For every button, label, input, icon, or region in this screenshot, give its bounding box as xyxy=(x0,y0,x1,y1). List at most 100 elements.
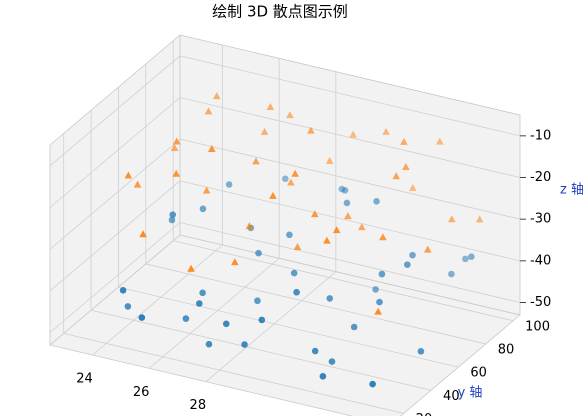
circle-point xyxy=(293,288,300,296)
triangle-point xyxy=(332,226,341,234)
triangle-point xyxy=(291,169,299,177)
x-grid-line xyxy=(92,244,223,356)
circle-point xyxy=(350,323,358,331)
triangle-point xyxy=(349,130,357,138)
y-tick-label: 80 xyxy=(498,342,515,357)
triangle-point xyxy=(269,191,277,199)
y-axis-label: y 轴 xyxy=(458,386,483,401)
x-tick-label: 28 xyxy=(190,398,207,413)
circle-point xyxy=(373,198,380,205)
triangle-point xyxy=(202,186,211,194)
chart-title: 绘制 3D 散点图示例 xyxy=(212,3,348,21)
circle-point xyxy=(199,205,207,213)
circle-point xyxy=(319,372,327,380)
triangle-point xyxy=(170,144,179,152)
circle-point xyxy=(343,199,351,207)
z-grid-line xyxy=(179,138,521,220)
z-grid-line xyxy=(179,97,521,178)
circle-point xyxy=(119,286,127,294)
z-grid-line xyxy=(179,55,521,137)
circle-point xyxy=(124,303,132,310)
circle-point xyxy=(138,314,146,321)
x-tick-label: 24 xyxy=(76,372,93,387)
triangle-point xyxy=(323,236,331,244)
z-grid-line xyxy=(49,55,181,167)
circle-point xyxy=(369,380,376,388)
pane-floor xyxy=(49,234,521,416)
circle-point xyxy=(462,255,469,263)
circle-point xyxy=(328,358,336,365)
y-tick-label: 60 xyxy=(470,366,487,381)
triangle-point xyxy=(423,245,432,253)
circle-point xyxy=(241,341,248,348)
triangle-point xyxy=(260,127,269,135)
z-grid-line xyxy=(179,180,521,262)
y-grid-line xyxy=(173,240,514,322)
triangle-point xyxy=(133,180,142,188)
triangle-point xyxy=(475,215,484,223)
triangle-point xyxy=(204,107,213,115)
y-grid-line xyxy=(145,263,486,345)
triangle-point xyxy=(325,156,334,164)
triangle-point xyxy=(287,178,295,186)
y-grid-line xyxy=(118,286,459,368)
circle-point xyxy=(282,175,289,183)
z-axis-label: z 轴 xyxy=(560,183,583,198)
z-tick-label: -40 xyxy=(530,253,551,268)
z-tick-label: -20 xyxy=(530,170,551,185)
triangle-point xyxy=(208,145,216,153)
circle-point xyxy=(311,347,319,355)
triangle-point xyxy=(310,210,319,218)
circle-point xyxy=(290,269,298,277)
z-grid-line xyxy=(49,180,181,292)
triangle-point xyxy=(357,223,366,231)
circle-point xyxy=(255,249,262,257)
circle-point xyxy=(182,315,190,322)
circle-point xyxy=(468,253,475,260)
z-tick-label: -50 xyxy=(530,295,551,310)
triangle-point xyxy=(374,307,382,315)
circle-point xyxy=(168,216,176,224)
z-grid-line xyxy=(49,97,181,208)
triangle-point xyxy=(245,222,254,230)
triangle-point xyxy=(231,258,239,266)
triangle-point xyxy=(392,172,400,180)
circle-point xyxy=(417,348,425,355)
circle-point xyxy=(205,340,213,348)
circle-point xyxy=(286,231,293,239)
triangle-point xyxy=(286,111,294,119)
triangle-point xyxy=(400,137,408,145)
circle-point xyxy=(378,270,386,278)
circle-point xyxy=(372,286,379,293)
x-grid-line xyxy=(205,271,337,382)
triangle-point xyxy=(435,137,444,145)
circle-point xyxy=(404,261,411,268)
x-grid-line xyxy=(148,258,280,369)
triangle-point xyxy=(212,92,221,100)
triangle-point xyxy=(402,162,410,170)
triangle-point xyxy=(344,212,352,220)
triangle-point xyxy=(139,230,147,238)
triangle-point xyxy=(172,137,181,145)
circle-point xyxy=(225,181,233,188)
y-tick-label: 20 xyxy=(416,412,433,416)
circle-point xyxy=(338,185,346,193)
circle-point xyxy=(199,289,206,297)
z-tick-label: -30 xyxy=(530,212,551,227)
x-tick-label: 26 xyxy=(133,385,150,400)
circle-point xyxy=(169,211,177,218)
triangle-point xyxy=(382,127,390,135)
y-grid-line xyxy=(90,309,432,391)
circle-point xyxy=(254,297,261,305)
z-grid-line xyxy=(49,138,181,250)
triangle-point xyxy=(409,183,417,191)
triangle-point xyxy=(307,126,315,134)
circle-point xyxy=(376,298,383,306)
triangle-point xyxy=(187,264,195,272)
circle-point xyxy=(326,295,334,302)
triangle-point xyxy=(252,157,260,165)
circle-point xyxy=(341,187,349,194)
circle-point xyxy=(222,320,230,328)
triangle-point xyxy=(172,169,181,177)
